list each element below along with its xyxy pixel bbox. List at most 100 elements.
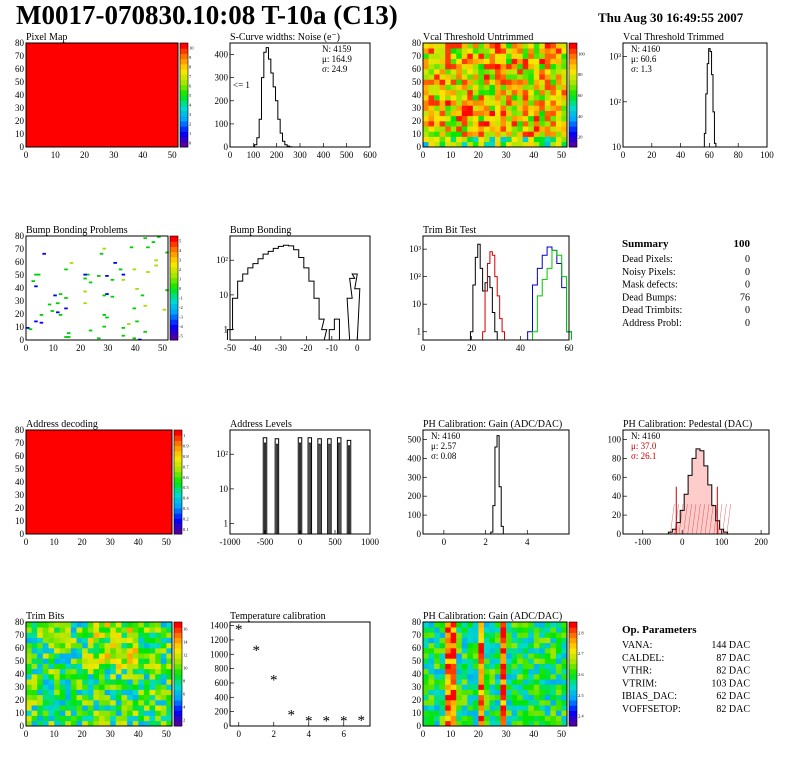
x-tick-label: 40 [676, 150, 686, 160]
chart-title: Trim Bit Test [423, 225, 476, 236]
heatmap-cell [42, 648, 49, 654]
plot-frame [422, 429, 570, 535]
heatmap-cell [423, 53, 429, 59]
heatmap-cell [31, 715, 38, 722]
heatmap-cell [26, 653, 32, 659]
heatmap-cell [533, 653, 540, 659]
heatmap-cell [42, 710, 49, 716]
heatmap-cell [70, 674, 77, 680]
heatmap-cell [127, 679, 133, 685]
palette-band [170, 251, 178, 258]
heatmap-cell [533, 95, 540, 101]
palette-tick-label: 2 [189, 121, 191, 126]
heatmap-cell [132, 337, 137, 340]
heatmap-cell [434, 63, 440, 70]
heatmap-cell [456, 136, 462, 143]
heatmap-cell [461, 694, 468, 701]
heatmap-cell [472, 69, 479, 75]
heatmap-cell [539, 622, 546, 628]
heatmap-cell [155, 720, 162, 727]
heatmap-cell [132, 710, 139, 716]
heatmap-cell [48, 632, 55, 638]
heatmap-cell [544, 95, 551, 101]
heatmap-cell [428, 648, 435, 654]
heatmap-cell [110, 674, 117, 680]
palette-band [174, 710, 182, 717]
heatmap-cell [160, 663, 167, 670]
heatmap-cell [423, 679, 429, 685]
heatmap-cell [550, 79, 557, 85]
heatmap-cell [428, 63, 435, 70]
heatmap-cell [143, 705, 150, 711]
y-tick-label: 60 [15, 451, 25, 461]
heatmap-cell [162, 308, 167, 311]
heatmap-cell [428, 48, 435, 54]
heatmap-cell [121, 684, 128, 690]
heatmap-cell [445, 121, 451, 127]
heatmap-cell [539, 632, 546, 638]
heatmap-cell [66, 336, 71, 338]
chart-temperature-calibration: Temperature calibration**** * * * *020040060… [210, 611, 371, 739]
x-tick-label: 50 [158, 343, 168, 353]
heatmap-cell [143, 674, 150, 680]
x-tick-label: 0 [355, 343, 360, 353]
heatmap-cell [428, 710, 435, 716]
x-tick-label: 2 [483, 537, 488, 547]
heatmap-cell [478, 658, 485, 664]
palette-band [174, 694, 182, 701]
heatmap-cell [54, 642, 60, 649]
chart-ph-gain: PH Calibration: Gain (ADC/DAC)N: 4160μ: … [408, 419, 570, 547]
heatmap-cell [539, 84, 546, 91]
heatmap-cell [93, 632, 100, 638]
heatmap-cell [539, 689, 546, 696]
heatmap-cell [533, 622, 540, 628]
heatmap-cell [533, 637, 540, 644]
heatmap-cell [76, 663, 83, 670]
heatmap-cell [483, 720, 490, 727]
palette-band [180, 74, 188, 80]
heatmap-cell [110, 679, 117, 685]
heatmap-cell [166, 705, 173, 711]
palette-band [180, 48, 188, 54]
heatmap-cell [82, 653, 89, 659]
heatmap-cell [528, 632, 534, 638]
heatmap-cell [439, 715, 446, 722]
heatmap-cell [450, 632, 457, 638]
heatmap-cell [138, 710, 145, 716]
heatmap-cell [434, 84, 440, 91]
heatmap-cell [428, 105, 435, 111]
heatmap-cell [132, 668, 139, 675]
heatmap-cells [423, 43, 568, 148]
heatmap-cell [149, 684, 156, 690]
heatmap-cell [489, 679, 496, 685]
palette-band [174, 466, 182, 473]
heatmap-cell [483, 663, 490, 670]
chart-title: Vcal Threshold Trimmed [623, 32, 724, 43]
heatmap-cell [550, 720, 557, 727]
heatmap-cell [65, 720, 72, 727]
heatmap-cell [132, 674, 139, 680]
heatmap-cell [65, 658, 72, 664]
peak-line [348, 445, 350, 534]
y-tick-label: 40 [412, 90, 422, 100]
heatmap-cell [121, 642, 128, 649]
heatmap-cell [65, 715, 72, 722]
heatmap-cell [104, 720, 111, 727]
heatmap-cell [472, 84, 479, 91]
y-tick-label: 10 [15, 322, 25, 332]
heatmap-cell [550, 74, 557, 80]
heatmap-cell [528, 684, 534, 690]
palette-band [174, 700, 182, 706]
heatmap-cell [104, 622, 111, 628]
heatmap-cell [533, 668, 540, 675]
heatmap-cell [160, 720, 167, 727]
heatmap-cell [467, 694, 474, 701]
heatmap-cell [42, 653, 49, 659]
heatmap-cell [439, 74, 446, 80]
heatmap-cell [445, 668, 451, 675]
heatmap-cell [483, 653, 490, 659]
heatmap-cell [143, 627, 150, 633]
heatmap-cell [472, 663, 479, 670]
heatmap-cell [539, 95, 546, 101]
heatmap-cell [439, 658, 446, 664]
